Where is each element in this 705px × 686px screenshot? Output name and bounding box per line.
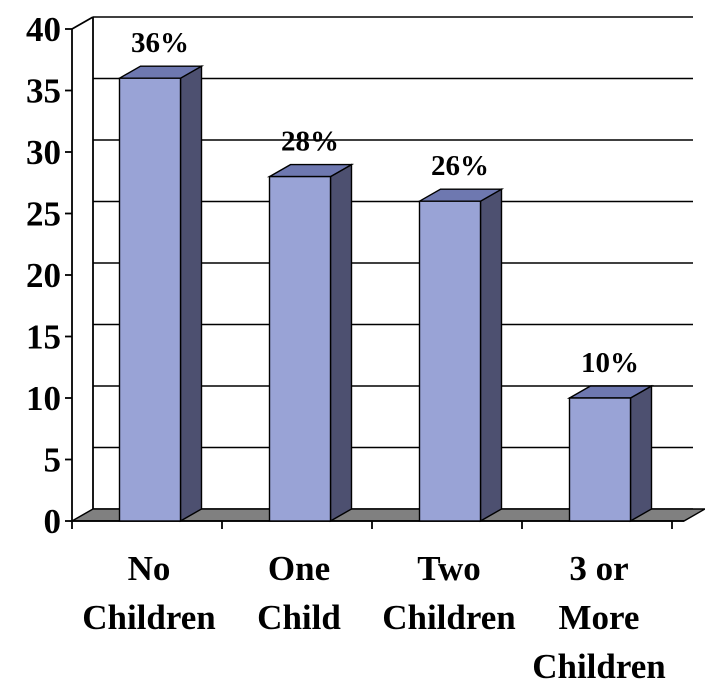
- y-tick-label: 35: [26, 72, 61, 111]
- data-label: 28%: [281, 126, 339, 158]
- x-tick-label: No Children: [82, 549, 216, 637]
- data-label: 10%: [581, 347, 639, 379]
- bar-side-face: [179, 64, 203, 523]
- y-tick-label: 30: [26, 133, 61, 172]
- y-tick-label: 10: [26, 379, 61, 418]
- wall-top-diagonal: [71, 16, 94, 30]
- bar-side-face: [629, 384, 653, 523]
- y-tick-label: 15: [26, 318, 61, 357]
- x-tick-label-line: No: [128, 549, 171, 588]
- bar-front-face: [118, 77, 182, 522]
- y-tick-label: 40: [26, 10, 61, 49]
- data-label: 36%: [131, 27, 189, 59]
- y-tick-label: 5: [44, 441, 62, 480]
- bar: [566, 384, 655, 523]
- data-label: 26%: [431, 150, 489, 182]
- bar: [416, 187, 505, 523]
- bar: [266, 163, 355, 523]
- bar-front-face: [568, 397, 632, 522]
- x-tick-label-line: More: [559, 598, 640, 637]
- y-tick-label: 20: [26, 256, 61, 295]
- x-tick-label-line: Child: [257, 598, 341, 637]
- bars: [116, 64, 655, 523]
- x-tick-label: Two Children: [382, 549, 516, 637]
- bar-front-face: [418, 200, 482, 522]
- bar-side-face: [329, 163, 353, 523]
- x-tick-label: One Child: [257, 549, 341, 637]
- data-labels: 36% 28% 26% 10%: [131, 27, 639, 379]
- x-tick-label: 3 or More Children: [532, 549, 666, 686]
- y-axis-ticks: 0 5 10 15 20 25 30 35 40: [26, 10, 61, 541]
- bar: [116, 64, 205, 523]
- x-tick-label-line: Children: [82, 598, 216, 637]
- y-tick-label: 25: [26, 195, 61, 234]
- x-tick-label-line: Two: [417, 549, 481, 588]
- x-axis-labels: No Children One Child Two Children 3 or More Chi…: [82, 549, 666, 686]
- x-tick-label-line: One: [268, 549, 330, 588]
- y-tick-label: 0: [44, 502, 62, 541]
- x-tick-label-line: 3 or: [569, 549, 628, 588]
- bar-front-face: [268, 175, 332, 522]
- x-tick-label-line: Children: [382, 598, 516, 637]
- x-tick-label-line: Children: [532, 647, 666, 686]
- bar-side-face: [479, 187, 503, 523]
